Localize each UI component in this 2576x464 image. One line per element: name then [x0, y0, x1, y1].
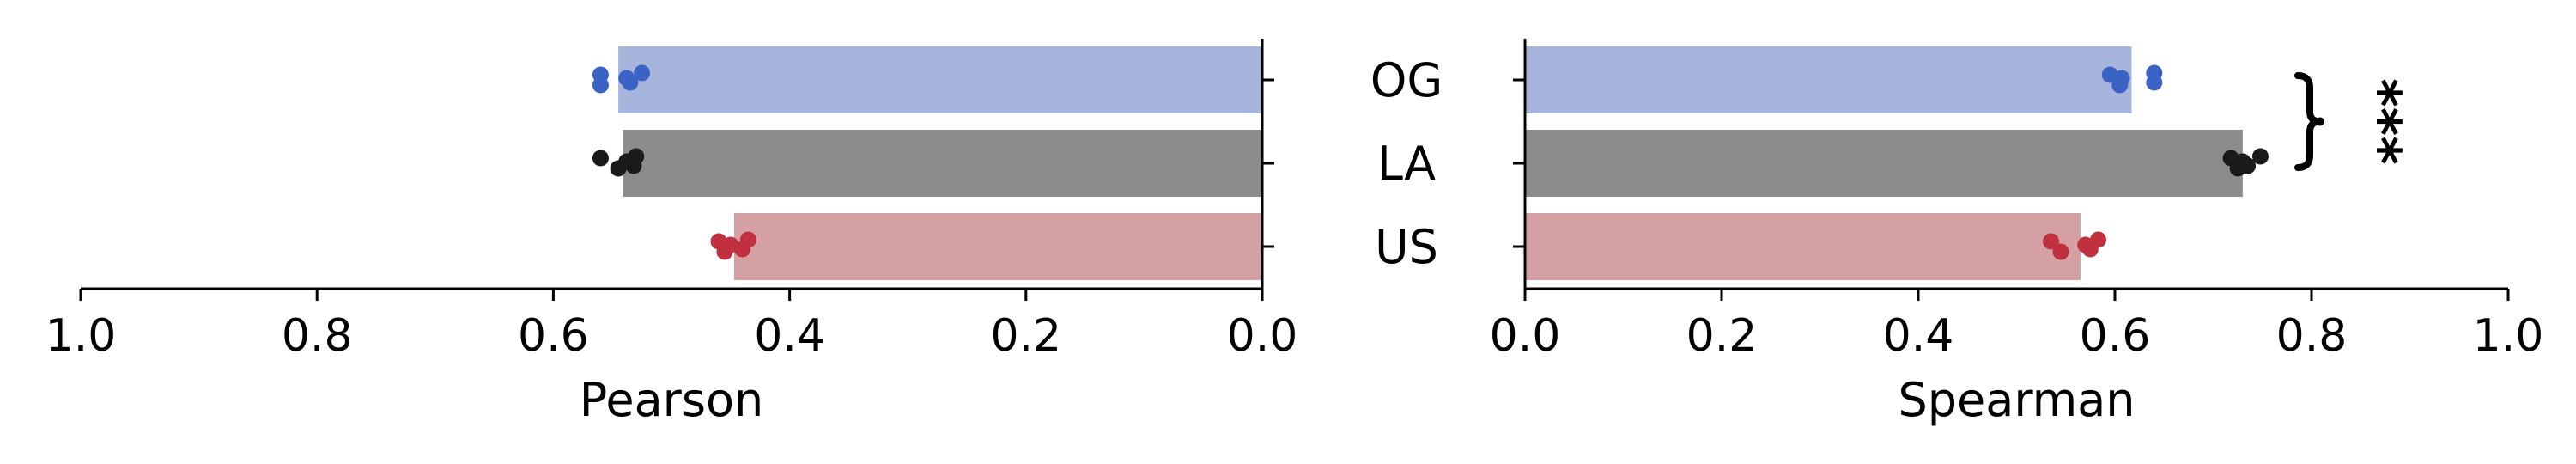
- spearman-x-tick-label: 0.4: [1883, 310, 1954, 362]
- pearson-bar-og: [618, 46, 1262, 113]
- spearman-point-us: [2090, 231, 2107, 248]
- spearman-point-og: [2113, 70, 2130, 87]
- spearman-point-og: [2146, 64, 2163, 82]
- spearman-point-us: [2052, 243, 2069, 260]
- category-label-la: LA: [1377, 137, 1436, 191]
- spearman-point-us: [2043, 233, 2060, 250]
- pearson-bar-us: [733, 213, 1262, 280]
- pearson-point-la: [628, 148, 645, 165]
- pearson-panel: 1.0 0.8 0.6 0.4 0.2 0.0 Pearson: [46, 39, 1298, 427]
- significance-stars: ***: [2348, 78, 2411, 164]
- spearman-x-tick-label: 0.2: [1686, 310, 1758, 362]
- pearson-x-tick-label: 0.2: [990, 310, 1061, 362]
- pearson-point-og: [622, 74, 639, 91]
- pearson-point-og: [592, 76, 609, 94]
- spearman-bar-us: [1525, 213, 2081, 280]
- pearson-x-tick-label: 0.6: [518, 310, 589, 362]
- category-labels: OG LA US: [1370, 53, 1443, 274]
- pearson-point-og: [634, 64, 651, 82]
- category-label-us: US: [1375, 220, 1438, 274]
- spearman-x-tick-label: 0.0: [1490, 310, 1561, 362]
- pearson-point-us: [739, 231, 756, 248]
- spearman-point-la: [2251, 148, 2269, 165]
- spearman-point-la: [2239, 157, 2257, 174]
- spearman-x-axis-label: Spearman: [1898, 373, 2135, 427]
- category-label-og: OG: [1370, 53, 1443, 107]
- pearson-x-tick-label: 0.8: [282, 310, 353, 362]
- pearson-x-tick-label: 1.0: [46, 310, 117, 362]
- pearson-x-tick-label: 0.4: [754, 310, 825, 362]
- spearman-panel: 0.0 0.2 0.4 0.6 0.8 1.0 Spearman: [1490, 39, 2544, 427]
- spearman-x-tick-label: 1.0: [2473, 310, 2544, 362]
- spearman-bar-la: [1525, 130, 2243, 197]
- pearson-x-tick-label: 0.0: [1227, 310, 1298, 362]
- spearman-x-tick-label: 0.8: [2276, 310, 2348, 362]
- pearson-x-axis-label: Pearson: [580, 373, 764, 427]
- significance-bracket-tip: [2316, 117, 2324, 126]
- pearson-bar-la: [623, 130, 1262, 197]
- spearman-bar-og: [1525, 46, 2132, 113]
- significance-annotation: ***: [2294, 72, 2411, 171]
- spearman-x-tick-label: 0.6: [2080, 310, 2151, 362]
- pearson-point-la: [592, 150, 609, 167]
